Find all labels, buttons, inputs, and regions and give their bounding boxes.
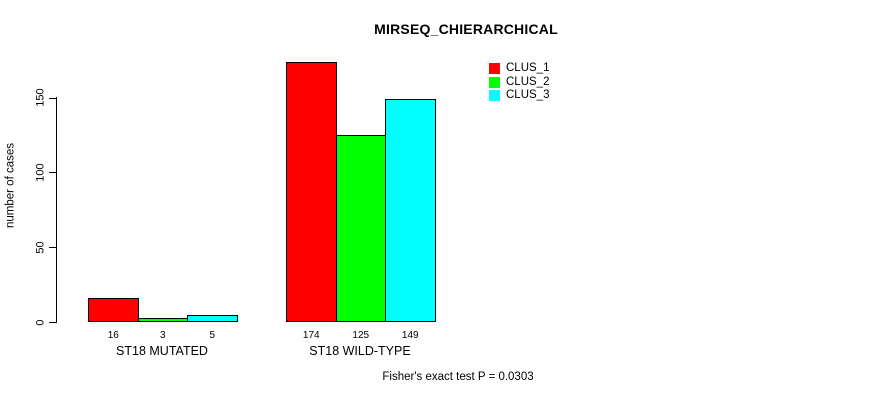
legend-row-clus-1: CLUS_1: [489, 62, 549, 76]
bar-value-label: 149: [401, 330, 419, 341]
category-label-st18-mutated: ST18 MUTATED: [116, 344, 208, 358]
bar-value-label: 174: [302, 330, 320, 341]
y-tick-label: 50: [34, 241, 47, 254]
bar-clus-1-st18-mutated: [88, 298, 139, 322]
bar-clus-2-st18-wild-type: [335, 135, 386, 322]
y-axis-title: number of cases: [4, 143, 17, 229]
bar-value-label: 16: [107, 330, 119, 341]
bar-clus-1-st18-wild-type: [286, 61, 337, 322]
legend-row-clus-2: CLUS_2: [489, 76, 549, 90]
legend-label-clus-1: CLUS_1: [506, 62, 550, 75]
category-label-st18-wild-type: ST18 WILD-TYPE: [309, 344, 411, 358]
legend-swatch-clus-1: [489, 63, 500, 75]
pvalue-annotation: Fisher's exact test P = 0.0303: [382, 371, 534, 383]
y-tick-label: 150: [34, 88, 47, 107]
legend: CLUS_1 CLUS_2 CLUS_3: [489, 62, 549, 103]
legend-swatch-clus-2: [489, 76, 500, 88]
legend-swatch-clus-3: [489, 90, 500, 102]
y-axis-line: [56, 97, 57, 323]
bar-clus-3-st18-mutated: [187, 314, 238, 322]
bar-clus-3-st18-wild-type: [385, 99, 436, 322]
y-tick-mark: [49, 97, 56, 99]
bar-value-label: 125: [352, 330, 370, 341]
bar-value-label: 5: [209, 330, 216, 341]
chart-title: MIRSEQ_CHIERARCHICAL: [374, 21, 558, 37]
y-tick-mark: [49, 247, 56, 249]
y-tick-label: 100: [34, 163, 47, 182]
bar-value-label: 3: [159, 330, 166, 341]
y-tick-label: 0: [34, 318, 47, 326]
legend-label-clus-2: CLUS_2: [506, 75, 550, 88]
legend-row-clus-3: CLUS_3: [489, 89, 549, 103]
y-tick-mark: [49, 172, 56, 174]
y-tick-mark: [49, 322, 56, 323]
legend-label-clus-3: CLUS_3: [506, 89, 550, 102]
bar-clus-2-st18-mutated: [137, 317, 188, 322]
